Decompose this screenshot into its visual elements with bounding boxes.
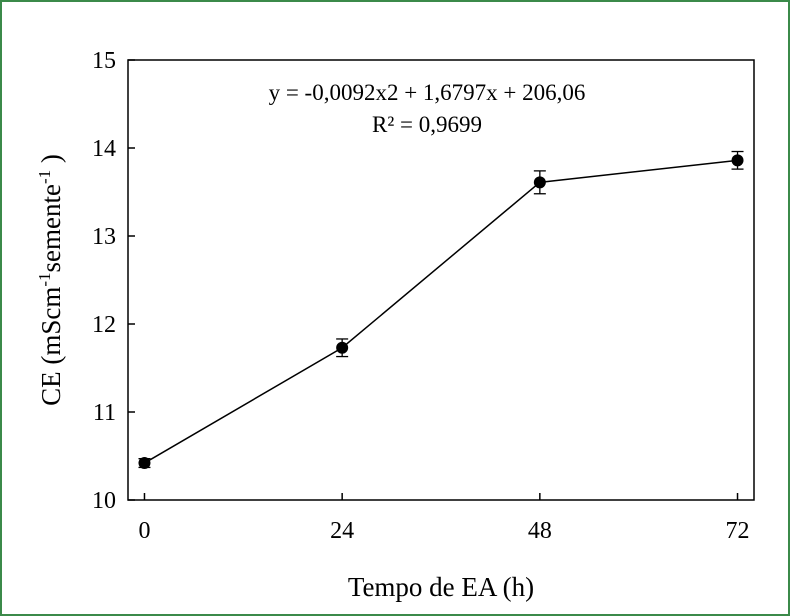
y-axis: 10 11 12 13 14 15 — [92, 48, 135, 514]
y-axis-title-sup2: -1 — [35, 170, 54, 184]
y-axis-title-middle: semente — [36, 184, 66, 272]
y-axis-title-prefix: CE (mScm — [36, 287, 66, 406]
data-point — [731, 154, 744, 167]
y-tick-label: 12 — [92, 312, 116, 338]
data-point — [138, 457, 151, 470]
data-point — [336, 341, 349, 354]
x-axis-title: Tempo de EA (h) — [348, 572, 534, 602]
x-tick-label: 72 — [726, 518, 750, 544]
y-axis-title-suffix: ) — [36, 154, 66, 170]
y-tick-label: 15 — [92, 48, 116, 74]
y-tick-label: 14 — [92, 136, 116, 162]
r-squared-label: R² = 0,9699 — [372, 112, 482, 137]
y-tick-label: 13 — [92, 224, 116, 250]
x-tick-label: 48 — [528, 518, 552, 544]
data-point — [533, 176, 546, 189]
x-axis: 0 24 48 72 — [138, 493, 750, 544]
series-layer — [138, 150, 744, 470]
y-tick-label: 11 — [93, 400, 116, 426]
regression-equation: y = -0,0092x2 + 1,6797x + 206,06 — [269, 80, 586, 105]
x-tick-label: 24 — [330, 518, 354, 544]
x-tick-label: 0 — [138, 518, 150, 544]
y-tick-label: 10 — [92, 488, 116, 514]
y-axis-title-sup1: -1 — [35, 272, 54, 286]
series-line — [144, 159, 738, 464]
y-axis-title: CE (mScm-1semente-1 ) — [35, 154, 66, 406]
plot-area — [127, 59, 755, 501]
